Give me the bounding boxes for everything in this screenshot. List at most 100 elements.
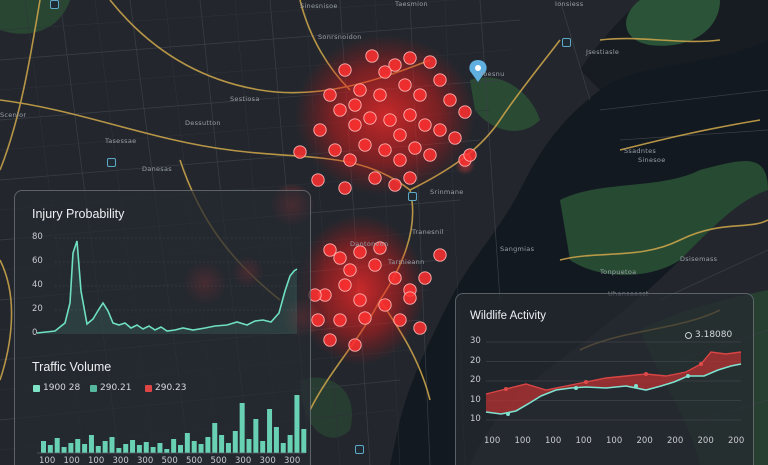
incident-pin-icon[interactable] — [403, 108, 417, 122]
incident-pin-icon[interactable] — [413, 88, 427, 102]
incident-pin-icon[interactable] — [418, 271, 432, 285]
wildlife-x-tick: 100 — [606, 436, 623, 446]
incident-pin-icon[interactable] — [348, 338, 362, 352]
incident-pin-icon[interactable] — [311, 173, 325, 187]
traffic-x-tick: 100 — [39, 456, 56, 465]
incident-pin-icon[interactable] — [378, 65, 392, 79]
legend-swatch — [145, 384, 152, 392]
incident-pin-icon[interactable] — [418, 118, 432, 132]
wildlife-point — [686, 374, 690, 378]
incident-pin-icon[interactable] — [413, 321, 427, 335]
wildlife-y-tick: 10 — [470, 414, 481, 424]
traffic-bar — [116, 448, 122, 453]
incident-pin-icon[interactable] — [448, 131, 462, 145]
location-pin-icon[interactable] — [469, 60, 487, 82]
incident-pin-icon[interactable] — [373, 241, 387, 255]
wildlife-activity-chart[interactable] — [456, 294, 754, 465]
incident-pin-icon[interactable] — [383, 113, 397, 127]
traffic-bar — [157, 443, 163, 453]
incident-pin-icon[interactable] — [403, 171, 417, 185]
route-badge-icon — [107, 158, 116, 167]
incident-pin-icon[interactable] — [293, 145, 307, 159]
incident-pin-icon[interactable] — [338, 181, 352, 195]
incident-pin-icon[interactable] — [398, 78, 412, 92]
map-label: Dantonvon — [350, 240, 389, 248]
traffic-bar — [267, 409, 273, 453]
incident-pin-icon[interactable] — [353, 245, 367, 259]
incident-pin-icon[interactable] — [343, 263, 357, 277]
incident-pin-icon[interactable] — [433, 73, 447, 87]
traffic-bar — [171, 439, 177, 453]
map-label: Tarmieann — [388, 258, 425, 266]
incident-pin-icon[interactable] — [388, 178, 402, 192]
incident-pin-icon[interactable] — [311, 313, 325, 327]
incident-pin-icon[interactable] — [353, 83, 367, 97]
wildlife-data-points — [504, 362, 703, 416]
traffic-bar — [219, 435, 225, 453]
incident-pin-icon[interactable] — [358, 311, 372, 325]
traffic-x-tick: 500 — [161, 456, 178, 465]
incident-pin-icon[interactable] — [393, 128, 407, 142]
incident-pin-icon[interactable] — [338, 63, 352, 77]
incident-pin-icon[interactable] — [333, 103, 347, 117]
traffic-bar — [232, 431, 238, 453]
incident-pin-icon[interactable] — [313, 123, 327, 137]
incident-pin-icon[interactable] — [403, 291, 417, 305]
wildlife-red-area — [486, 352, 741, 414]
incident-pin-icon[interactable] — [423, 148, 437, 162]
wildlife-y-tick: 10 — [470, 394, 481, 405]
injury-probability-area — [37, 241, 297, 334]
incident-pin-icon[interactable] — [365, 49, 379, 63]
traffic-x-tick: 500 — [186, 456, 203, 465]
incident-pin-icon[interactable] — [368, 171, 382, 185]
incident-pin-icon[interactable] — [433, 123, 447, 137]
incident-pin-icon[interactable] — [358, 138, 372, 152]
incident-pin-icon[interactable] — [333, 313, 347, 327]
incident-pin-icon[interactable] — [323, 333, 337, 347]
injury-probability-line — [36, 240, 298, 334]
incident-pin-icon[interactable] — [333, 251, 347, 265]
incident-pin-icon[interactable] — [378, 298, 392, 312]
incident-pin-icon[interactable] — [463, 148, 477, 162]
incident-pin-icon[interactable] — [343, 153, 357, 167]
incident-pin-icon[interactable] — [388, 271, 402, 285]
injury-traffic-panel: Injury Probability 80 60 40 20 0 Traffic Vol… — [14, 190, 311, 465]
injury-probability-chart[interactable] — [15, 191, 311, 465]
incident-markers[interactable] — [293, 49, 477, 352]
wildlife-x-tick: 200 — [728, 436, 745, 446]
incident-pin-icon[interactable] — [423, 55, 437, 69]
map-label: Srinmane — [430, 188, 464, 196]
wildlife-point — [506, 412, 510, 416]
incident-pin-icon[interactable] — [363, 111, 377, 125]
incident-pin-icon[interactable] — [443, 93, 457, 107]
incident-pin-icon[interactable] — [348, 98, 362, 112]
traffic-bar — [294, 395, 300, 453]
incident-pin-icon[interactable] — [393, 153, 407, 167]
wildlife-chart-title: Wildlife Activity — [470, 310, 547, 322]
incident-pin-icon[interactable] — [388, 58, 402, 72]
map-label: Ssadntes — [624, 147, 657, 155]
incident-pin-icon[interactable] — [323, 88, 337, 102]
incident-pin-icon[interactable] — [368, 258, 382, 272]
incident-pin-icon[interactable] — [393, 313, 407, 327]
traffic-bar — [47, 445, 53, 453]
incident-pin-icon[interactable] — [403, 51, 417, 65]
incident-pin-icon[interactable] — [433, 248, 447, 262]
incident-pin-icon[interactable] — [348, 118, 362, 132]
map-label: Scenlor — [0, 111, 27, 119]
traffic-bar — [280, 443, 286, 453]
incident-pin-icon[interactable] — [328, 143, 342, 157]
traffic-legend-label: 290.23 — [155, 383, 187, 393]
incident-pin-icon[interactable] — [353, 293, 367, 307]
incident-pin-icon[interactable] — [338, 278, 352, 292]
incident-pin-icon[interactable] — [323, 243, 337, 257]
incident-pin-icon[interactable] — [458, 105, 472, 119]
injury-chart-title: Injury Probability — [32, 207, 125, 221]
incident-pin-icon[interactable] — [378, 143, 392, 157]
legend-marker-icon — [685, 331, 692, 339]
incident-pin-icon[interactable] — [373, 88, 387, 102]
incident-pin-icon[interactable] — [408, 141, 422, 155]
legend-swatch — [33, 384, 40, 392]
traffic-bar — [102, 441, 108, 453]
traffic-bar — [123, 444, 129, 453]
